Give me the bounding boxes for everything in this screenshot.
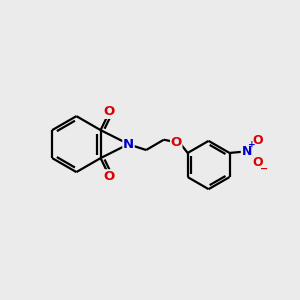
Text: N: N <box>242 145 252 158</box>
Text: −: − <box>260 164 268 173</box>
Text: O: O <box>104 170 115 183</box>
Text: +: + <box>248 140 255 149</box>
Text: O: O <box>171 136 182 148</box>
Text: O: O <box>253 156 263 169</box>
Text: N: N <box>123 138 134 151</box>
Text: O: O <box>104 105 115 119</box>
Text: O: O <box>253 134 263 147</box>
